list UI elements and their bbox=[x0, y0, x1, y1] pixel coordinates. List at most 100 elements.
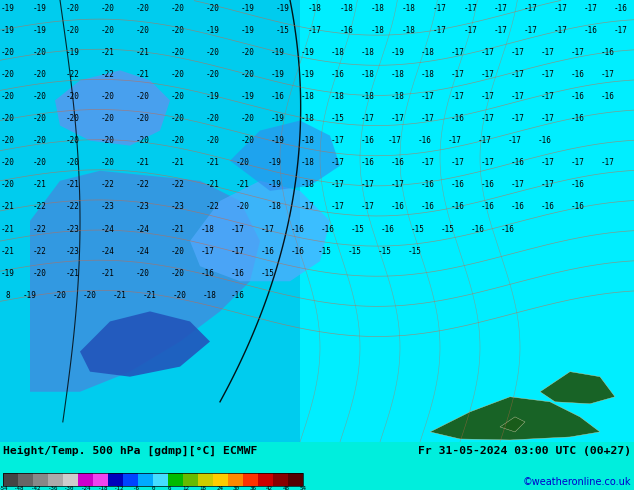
Text: -16: -16 bbox=[571, 92, 585, 101]
Text: -30: -30 bbox=[65, 487, 75, 490]
Text: -16: -16 bbox=[471, 224, 485, 234]
Text: -15: -15 bbox=[276, 25, 290, 35]
Text: -20: -20 bbox=[53, 291, 67, 300]
Text: -17: -17 bbox=[433, 25, 447, 35]
Text: -20: -20 bbox=[236, 202, 250, 211]
Bar bbox=[213, 473, 228, 486]
Text: -17: -17 bbox=[541, 70, 555, 79]
Text: -16: -16 bbox=[571, 70, 585, 79]
Text: -17: -17 bbox=[451, 158, 465, 167]
Text: -17: -17 bbox=[511, 180, 525, 189]
Text: -20: -20 bbox=[241, 136, 255, 145]
Text: -18: -18 bbox=[203, 291, 217, 300]
Text: -17: -17 bbox=[361, 180, 375, 189]
Text: -20: -20 bbox=[33, 269, 47, 278]
Text: -19: -19 bbox=[33, 25, 47, 35]
Text: -23: -23 bbox=[66, 246, 80, 256]
Text: -12: -12 bbox=[114, 487, 125, 490]
Text: -16: -16 bbox=[381, 224, 395, 234]
Text: -16: -16 bbox=[451, 180, 465, 189]
Text: -20: -20 bbox=[33, 114, 47, 123]
Text: -17: -17 bbox=[201, 246, 215, 256]
Text: -18: -18 bbox=[331, 92, 345, 101]
Text: -18: -18 bbox=[340, 3, 354, 13]
Text: -17: -17 bbox=[451, 92, 465, 101]
Text: -18: -18 bbox=[371, 3, 385, 13]
Text: -16: -16 bbox=[231, 291, 245, 300]
Text: -18: -18 bbox=[301, 114, 315, 123]
Text: -17: -17 bbox=[494, 25, 508, 35]
Text: -18: -18 bbox=[98, 487, 108, 490]
Text: -20: -20 bbox=[206, 3, 220, 13]
Text: 8: 8 bbox=[6, 291, 10, 300]
Text: -21: -21 bbox=[136, 70, 150, 79]
Text: -18: -18 bbox=[361, 48, 375, 57]
Text: -17: -17 bbox=[511, 70, 525, 79]
Text: -17: -17 bbox=[601, 158, 615, 167]
Text: -17: -17 bbox=[571, 158, 585, 167]
Text: -18: -18 bbox=[301, 158, 315, 167]
Text: -22: -22 bbox=[171, 180, 185, 189]
Bar bbox=[63, 473, 78, 486]
Text: -16: -16 bbox=[584, 25, 598, 35]
Text: -20: -20 bbox=[136, 92, 150, 101]
Text: -17: -17 bbox=[361, 202, 375, 211]
Bar bbox=[93, 473, 108, 486]
Text: -19: -19 bbox=[66, 48, 80, 57]
Bar bbox=[78, 473, 93, 486]
Text: -22: -22 bbox=[206, 202, 220, 211]
Text: -19: -19 bbox=[1, 269, 15, 278]
Text: -17: -17 bbox=[541, 180, 555, 189]
Text: -16: -16 bbox=[201, 269, 215, 278]
Text: -19: -19 bbox=[23, 291, 37, 300]
Text: -17: -17 bbox=[261, 224, 275, 234]
Text: -17: -17 bbox=[524, 25, 538, 35]
Text: -20: -20 bbox=[66, 3, 80, 13]
Text: -20: -20 bbox=[206, 136, 220, 145]
Text: -20: -20 bbox=[33, 136, 47, 145]
Text: -20: -20 bbox=[171, 246, 185, 256]
Text: -22: -22 bbox=[33, 246, 47, 256]
Text: -19: -19 bbox=[301, 70, 315, 79]
Text: -20: -20 bbox=[136, 114, 150, 123]
Text: -24: -24 bbox=[101, 224, 115, 234]
Text: -16: -16 bbox=[421, 180, 435, 189]
Text: -21: -21 bbox=[143, 291, 157, 300]
Text: -17: -17 bbox=[464, 25, 478, 35]
Text: -20: -20 bbox=[66, 158, 80, 167]
Text: -22: -22 bbox=[33, 224, 47, 234]
Text: -15: -15 bbox=[441, 224, 455, 234]
Text: -23: -23 bbox=[171, 202, 185, 211]
Text: -19: -19 bbox=[241, 25, 255, 35]
Text: -20: -20 bbox=[136, 3, 150, 13]
Text: -19: -19 bbox=[241, 3, 255, 13]
Text: 48: 48 bbox=[283, 487, 290, 490]
Text: -19: -19 bbox=[33, 3, 47, 13]
Text: -18: -18 bbox=[361, 70, 375, 79]
Text: -22: -22 bbox=[136, 180, 150, 189]
Text: -17: -17 bbox=[511, 92, 525, 101]
Text: -20: -20 bbox=[171, 114, 185, 123]
Text: -20: -20 bbox=[206, 48, 220, 57]
Text: -17: -17 bbox=[464, 3, 478, 13]
Text: -16: -16 bbox=[601, 48, 615, 57]
Text: -20: -20 bbox=[171, 25, 185, 35]
Text: -17: -17 bbox=[481, 92, 495, 101]
Text: -16: -16 bbox=[451, 202, 465, 211]
Text: -17: -17 bbox=[308, 25, 322, 35]
Text: -17: -17 bbox=[481, 70, 495, 79]
Text: -16: -16 bbox=[538, 136, 552, 145]
Text: -16: -16 bbox=[231, 269, 245, 278]
Text: -16: -16 bbox=[391, 158, 405, 167]
Text: -17: -17 bbox=[541, 48, 555, 57]
Text: -42: -42 bbox=[31, 487, 42, 490]
Text: -20: -20 bbox=[171, 3, 185, 13]
Text: -20: -20 bbox=[171, 269, 185, 278]
Text: -16: -16 bbox=[361, 136, 375, 145]
Text: -21: -21 bbox=[136, 158, 150, 167]
Text: -20: -20 bbox=[171, 136, 185, 145]
Text: -20: -20 bbox=[101, 158, 115, 167]
Text: -17: -17 bbox=[478, 136, 492, 145]
Text: -17: -17 bbox=[391, 114, 405, 123]
Bar bbox=[183, 473, 198, 486]
